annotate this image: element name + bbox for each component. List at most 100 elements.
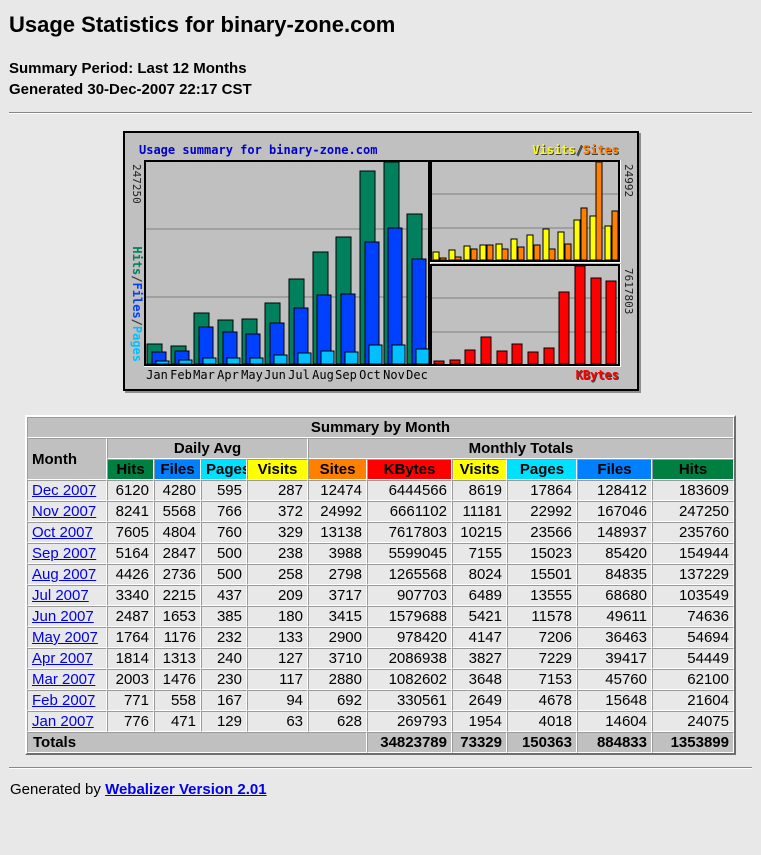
- value-cell: 235760: [652, 522, 734, 543]
- chart-legend-visits-sites-shadow: Visits/Sites: [533, 144, 620, 158]
- value-cell: 68680: [577, 585, 652, 606]
- table-row: Feb 2007 771 558 167 94 692 330561 2649 4678 1564…: [27, 690, 734, 711]
- value-cell: 500: [201, 564, 247, 585]
- month-cell: Mar 2007: [27, 669, 107, 690]
- bar-kbytes-jun: [511, 343, 522, 365]
- value-cell: 471: [154, 711, 201, 732]
- chart-area: Usage summary for binary-zone.com Visits/…: [9, 131, 752, 394]
- column-header-pages-daily: Pages: [201, 459, 247, 480]
- value-cell: 24075: [652, 711, 734, 732]
- value-cell: 54694: [652, 627, 734, 648]
- value-cell: 13555: [507, 585, 577, 606]
- value-cell: 4147: [452, 627, 507, 648]
- table-row: May 2007 1764 1176 232 133 2900 978420 4147 7206…: [27, 627, 734, 648]
- bar-sites-jun: [517, 246, 524, 261]
- plot-left: [143, 160, 430, 366]
- bar-sites-dec: [611, 210, 618, 261]
- value-cell: 17864: [507, 480, 577, 501]
- value-cell: 39417: [577, 648, 652, 669]
- value-cell: 2900: [308, 627, 367, 648]
- value-cell: 84835: [577, 564, 652, 585]
- value-cell: 10215: [452, 522, 507, 543]
- month-axis-label: Mar: [193, 368, 215, 382]
- month-link[interactable]: Apr 2007: [32, 650, 93, 667]
- chart-label-kbytes-shadow: KBytes: [576, 369, 619, 383]
- totals-value-cell: 150363: [507, 732, 577, 753]
- value-cell: 269793: [367, 711, 452, 732]
- value-cell: 3988: [308, 543, 367, 564]
- chart-label-kbytes: KBytes: [575, 368, 618, 382]
- month-link[interactable]: Mar 2007: [32, 671, 96, 688]
- bar-pages-apr: [226, 357, 240, 365]
- month-link[interactable]: Jun 2007: [32, 608, 94, 625]
- value-cell: 372: [247, 501, 308, 522]
- table-row: Jun 2007 2487 1653 385 180 3415 1579688 5421 115…: [27, 606, 734, 627]
- month-link[interactable]: Sep 2007: [32, 545, 97, 562]
- value-cell: 128412: [577, 480, 652, 501]
- table-row: Jan 2007 776 471 129 63 628 269793 1954 4018 1460…: [27, 711, 734, 732]
- month-link[interactable]: Aug 2007: [32, 566, 97, 583]
- value-cell: 5599045: [367, 543, 452, 564]
- bar-visits-jun: [510, 238, 517, 261]
- month-link[interactable]: Dec 2007: [32, 482, 97, 499]
- bar-pages-feb: [178, 359, 192, 365]
- value-cell: 3415: [308, 606, 367, 627]
- bar-visits-oct: [573, 219, 580, 261]
- month-link[interactable]: Feb 2007: [32, 692, 96, 709]
- left-axis-series-label: Hits/Files/Pages: [130, 246, 144, 362]
- month-link[interactable]: Jul 2007: [32, 587, 89, 604]
- value-cell: 776: [107, 711, 154, 732]
- value-cell: 11578: [507, 606, 577, 627]
- value-cell: 49611: [577, 606, 652, 627]
- value-cell: 6661102: [367, 501, 452, 522]
- value-cell: 3648: [452, 669, 507, 690]
- value-cell: 258: [247, 564, 308, 585]
- usage-summary-chart: Usage summary for binary-zone.com Visits/…: [122, 131, 639, 391]
- table-row: Aug 2007 4426 2736 500 258 2798 1265568 8024 155…: [27, 564, 734, 585]
- value-cell: 148937: [577, 522, 652, 543]
- value-cell: 7229: [507, 648, 577, 669]
- month-cell: Aug 2007: [27, 564, 107, 585]
- bar-visits-aug: [542, 228, 549, 261]
- month-cell: May 2007: [27, 627, 107, 648]
- bar-kbytes-jul: [527, 351, 538, 365]
- value-cell: 437: [201, 585, 247, 606]
- month-axis-label: Oct: [359, 368, 381, 382]
- value-cell: 209: [247, 585, 308, 606]
- month-link[interactable]: Jan 2007: [32, 713, 94, 730]
- bar-kbytes-sep: [558, 291, 569, 365]
- month-link[interactable]: May 2007: [32, 629, 98, 646]
- right-top-axis-max-label: 24992: [622, 164, 635, 197]
- month-cell: Jan 2007: [27, 711, 107, 732]
- bar-visits-may: [495, 243, 502, 261]
- group-header-monthly-totals: Monthly Totals: [308, 438, 734, 459]
- table-row: Mar 2007 2003 1476 230 117 2880 1082602 3648 715…: [27, 669, 734, 690]
- bar-sites-aug: [548, 248, 555, 261]
- bar-kbytes-jan: [433, 360, 444, 365]
- value-cell: 6489: [452, 585, 507, 606]
- plot-right-bottom-highlight-right: [619, 264, 621, 367]
- month-axis-label: Feb: [170, 368, 192, 382]
- totals-value-cell: 73329: [452, 732, 507, 753]
- month-cell: Jun 2007: [27, 606, 107, 627]
- month-link[interactable]: Oct 2007: [32, 524, 93, 541]
- webalizer-link[interactable]: Webalizer Version 2.01: [105, 781, 267, 798]
- month-axis-label: Jan: [146, 368, 168, 382]
- value-cell: 154944: [652, 543, 734, 564]
- table-caption: Summary by Month: [27, 417, 734, 438]
- bar-visits-sep: [557, 231, 564, 261]
- month-link[interactable]: Nov 2007: [32, 503, 97, 520]
- chart-legend-visits-sites: Visits/Sites: [532, 143, 619, 157]
- value-cell: 23566: [507, 522, 577, 543]
- value-cell: 230: [201, 669, 247, 690]
- value-cell: 766: [201, 501, 247, 522]
- value-cell: 4018: [507, 711, 577, 732]
- value-cell: 692: [308, 690, 367, 711]
- value-cell: 12474: [308, 480, 367, 501]
- value-cell: 247250: [652, 501, 734, 522]
- left-axis-max-label: 247250: [130, 164, 143, 204]
- value-cell: 4280: [154, 480, 201, 501]
- value-cell: 62100: [652, 669, 734, 690]
- bar-visits-mar: [463, 245, 470, 261]
- value-cell: 7617803: [367, 522, 452, 543]
